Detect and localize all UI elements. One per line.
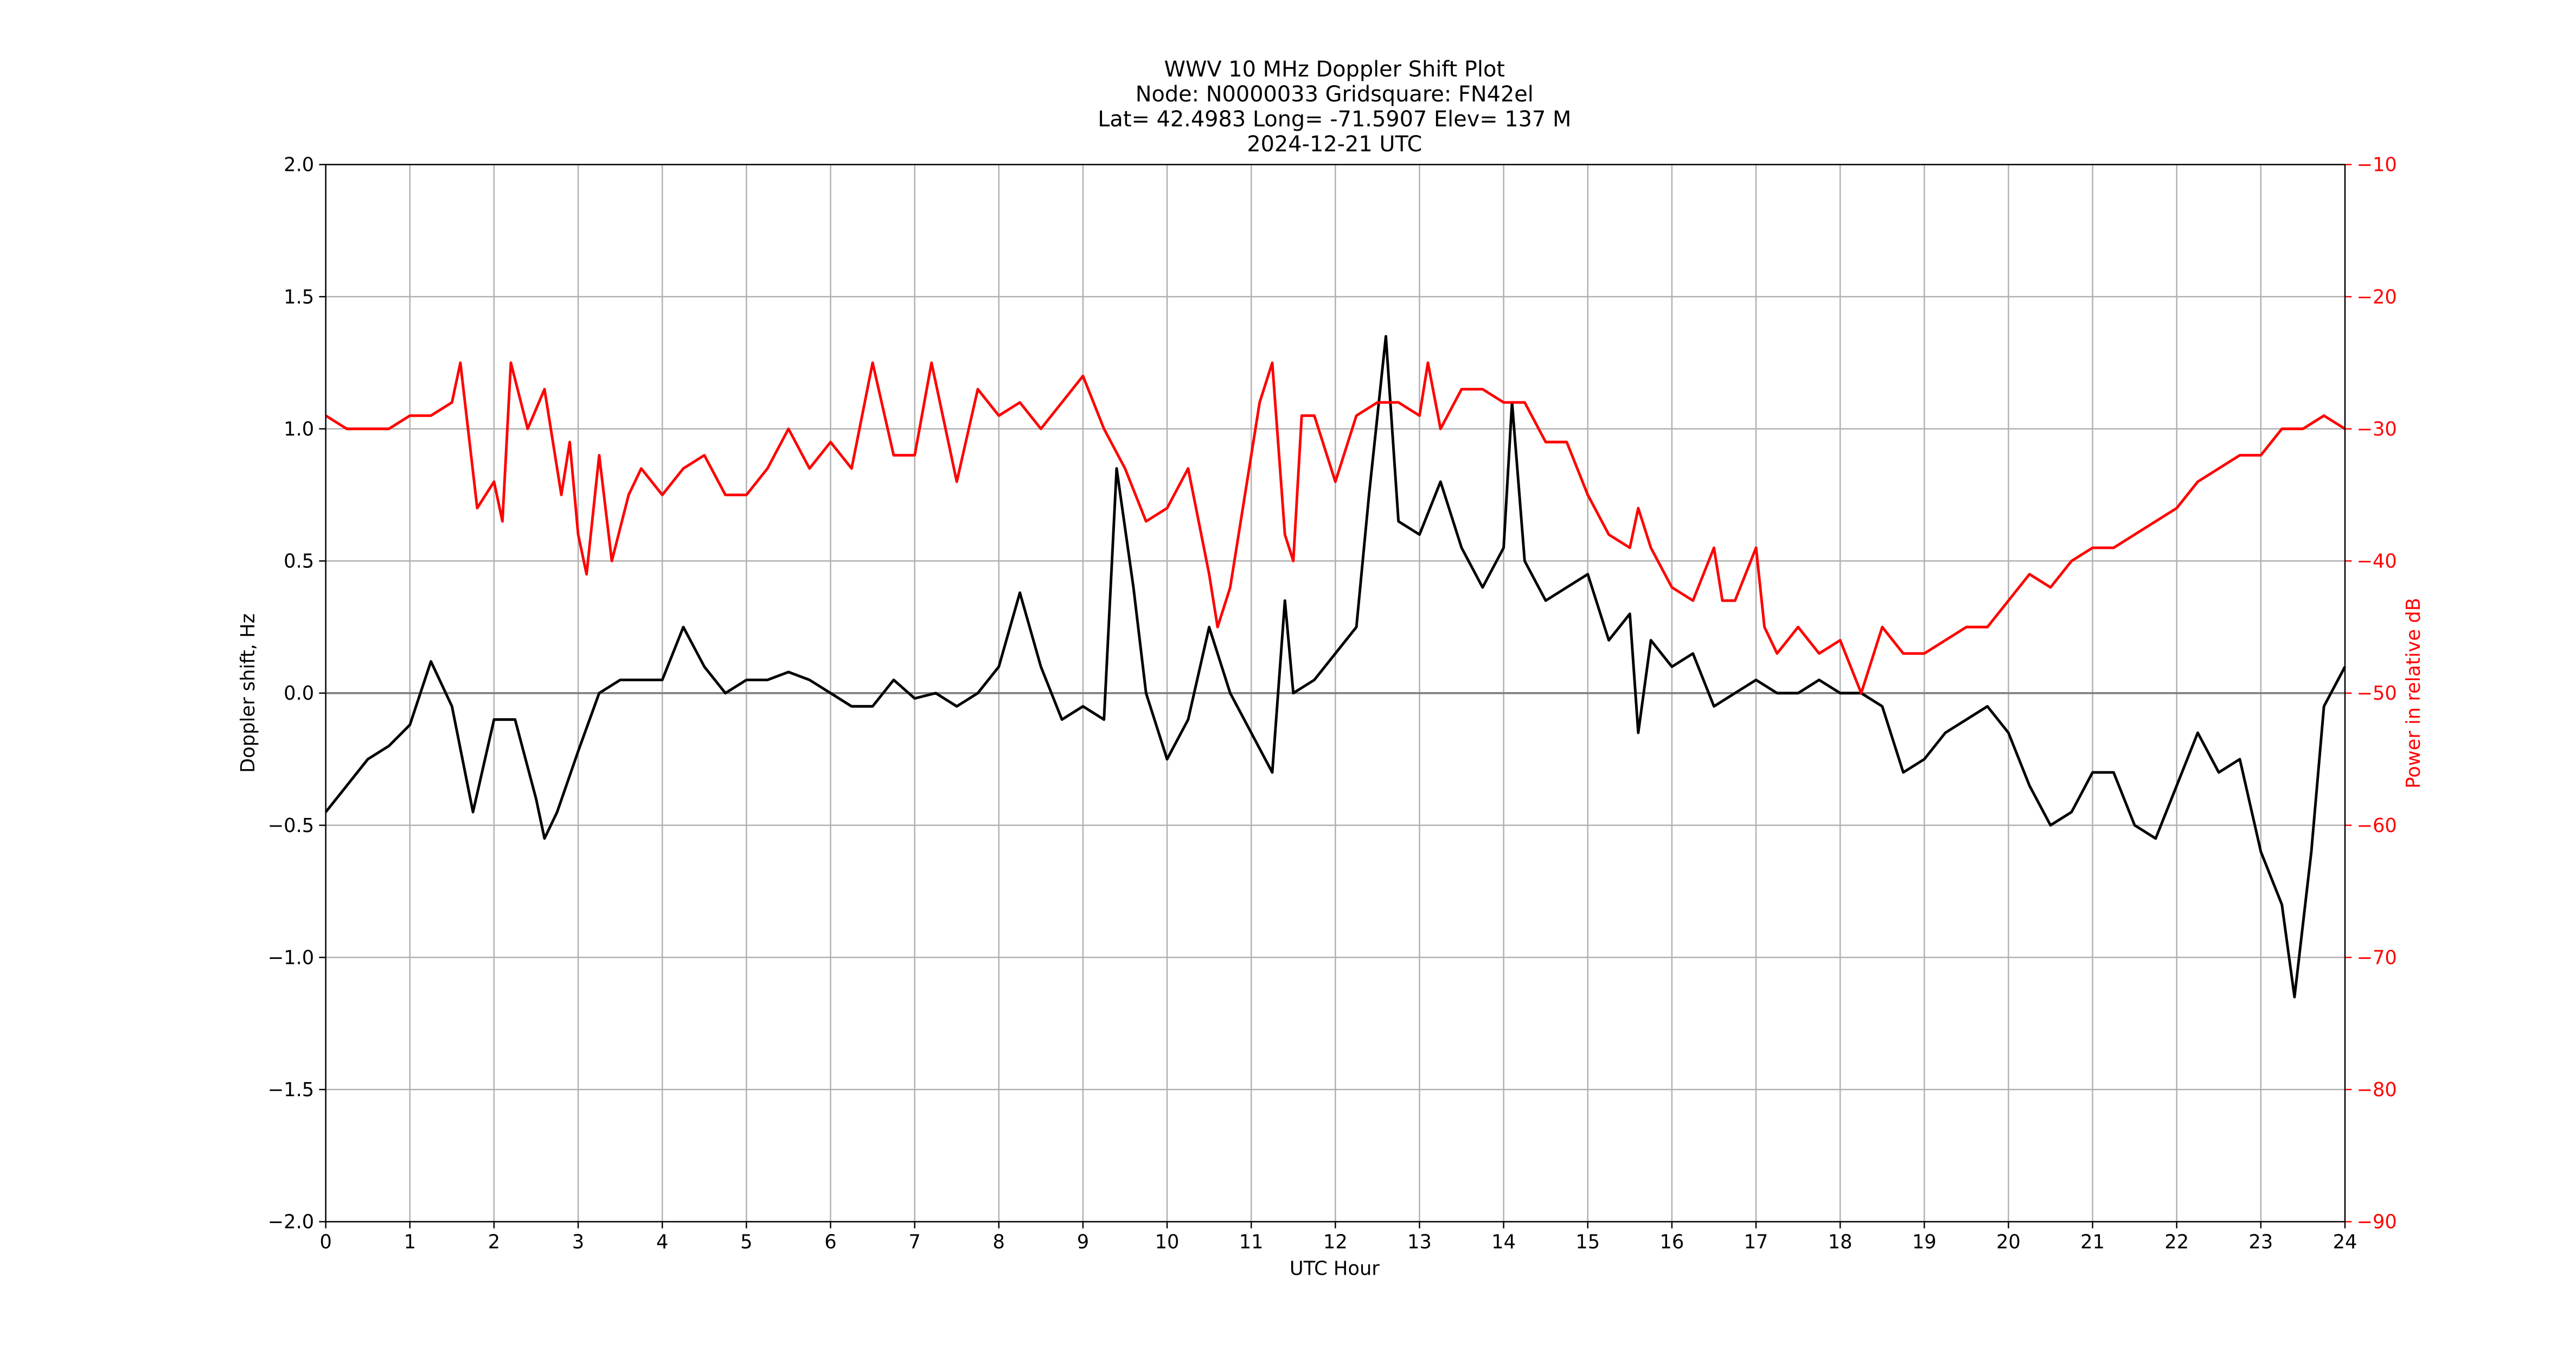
x-tick-label: 7 <box>908 1231 920 1253</box>
x-tick-label: 9 <box>1077 1231 1089 1253</box>
series-line <box>325 361 2346 695</box>
y-tick-label: −1.5 <box>268 1079 315 1101</box>
x-tick-label: 22 <box>2164 1231 2189 1253</box>
x-tick-label: 18 <box>1828 1231 1853 1253</box>
x-tick-label: 12 <box>1323 1231 1348 1253</box>
y2-tick-label: −40 <box>2356 551 2396 573</box>
x-tick-label: 11 <box>1239 1231 1264 1253</box>
x-tick-label: 5 <box>740 1231 752 1253</box>
plot-frame <box>325 164 2346 1223</box>
y2-tick-label: −50 <box>2356 682 2396 705</box>
title-line: Lat= 42.4983 Long= -71.5907 Elev= 137 M <box>1098 107 1571 132</box>
y2-tick-label: −20 <box>2356 286 2396 308</box>
x-tick-label: 15 <box>1575 1231 1600 1253</box>
y2-tick-label: −30 <box>2356 418 2396 440</box>
x-tick-label: 8 <box>993 1231 1005 1253</box>
x-tick-label: 1 <box>404 1231 416 1253</box>
x-tick-label: 0 <box>319 1231 331 1253</box>
x-tick-label: 6 <box>824 1231 836 1253</box>
y2-tick-label: −10 <box>2356 154 2396 176</box>
x-tick-label: 24 <box>2333 1231 2357 1253</box>
y-tick-label: 1.0 <box>284 418 314 440</box>
x-tick-label: 4 <box>656 1231 668 1253</box>
x-tick-label: 17 <box>1744 1231 1768 1253</box>
x-tick-label: 21 <box>2080 1231 2105 1253</box>
x-tick-label: 16 <box>1659 1231 1684 1253</box>
y2-axis-label: Power in relative dB <box>2402 598 2425 789</box>
y-tick-label: −2.0 <box>268 1211 315 1233</box>
y-tick-label: −1.0 <box>268 946 315 969</box>
y2-tick-label: −80 <box>2356 1079 2396 1101</box>
x-tick-label: 3 <box>572 1231 584 1253</box>
y-tick-label: 1.5 <box>284 286 314 308</box>
series-line <box>324 335 2347 999</box>
title-line: Node: N0000033 Gridsquare: FN42el <box>1136 82 1534 107</box>
y-tick-label: 0.0 <box>284 682 314 705</box>
y-tick-label: 0.5 <box>284 551 314 573</box>
y-tick-label: −0.5 <box>268 815 315 837</box>
x-tick-label: 10 <box>1155 1231 1180 1253</box>
title-line: 2024-12-21 UTC <box>1247 132 1422 157</box>
x-tick-label: 13 <box>1407 1231 1432 1253</box>
y-tick-label: 2.0 <box>284 154 314 176</box>
x-tick-label: 23 <box>2248 1231 2273 1253</box>
x-tick-label: 14 <box>1491 1231 1516 1253</box>
y-axis-label: Doppler shift, Hz <box>237 613 259 773</box>
x-axis-label: UTC Hour <box>1290 1257 1380 1280</box>
x-tick-label: 20 <box>1996 1231 2021 1253</box>
x-tick-label: 19 <box>1912 1231 1937 1253</box>
y2-tick-label: −90 <box>2356 1211 2396 1233</box>
y2-tick-label: −60 <box>2356 815 2396 837</box>
x-tick-label: 2 <box>488 1231 500 1253</box>
y2-tick-label: −70 <box>2356 946 2396 969</box>
title-line: WWV 10 MHz Doppler Shift Plot <box>1164 57 1505 82</box>
